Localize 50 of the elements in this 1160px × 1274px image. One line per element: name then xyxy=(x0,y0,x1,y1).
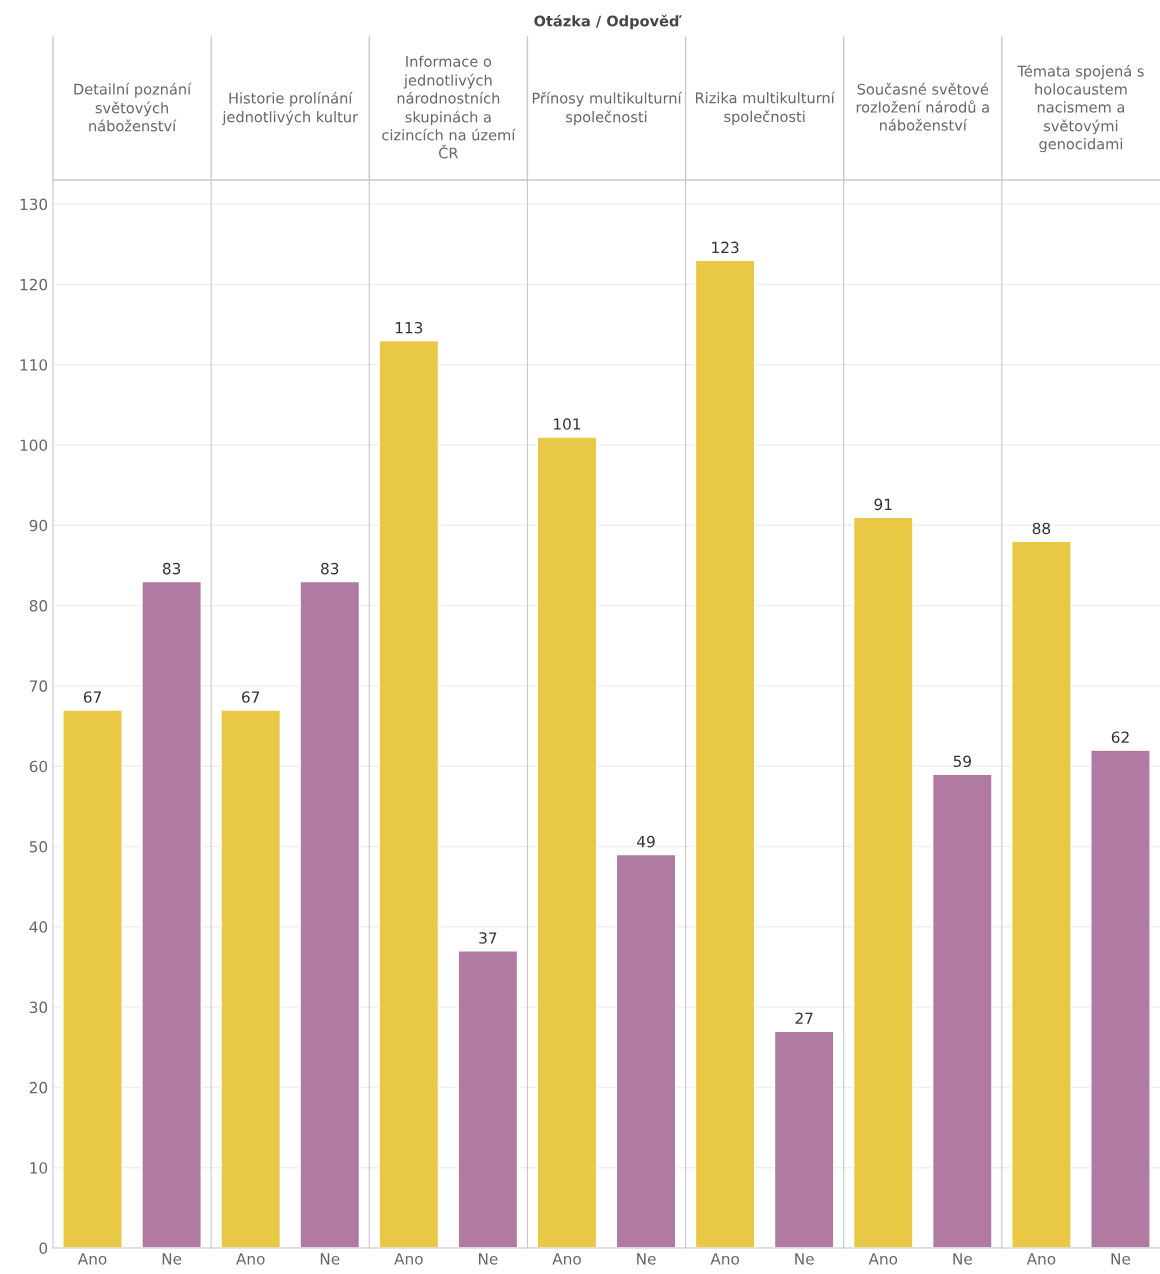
x-tick-label: Ano xyxy=(236,1253,265,1265)
data-label: 88 xyxy=(1032,522,1051,535)
data-label: 59 xyxy=(953,755,971,768)
y-tick-label: 30 xyxy=(29,1001,48,1014)
x-tick-label: Ne xyxy=(162,1253,182,1265)
y-tick-label: 90 xyxy=(29,519,48,532)
x-tick-label: Ne xyxy=(953,1253,972,1265)
data-label: 37 xyxy=(479,932,497,944)
x-tick-label: Ne xyxy=(478,1253,498,1265)
data-label: 67 xyxy=(242,691,260,703)
y-tick-label: 110 xyxy=(20,359,48,371)
x-tick-label: Ne xyxy=(795,1253,814,1265)
y-tick-label: 0 xyxy=(39,1242,48,1255)
y-tick-label: 40 xyxy=(29,921,48,933)
chart-title: Historie prolínání jednotlivých kultur xyxy=(222,91,359,126)
data-label: 83 xyxy=(321,562,339,575)
data-label: 49 xyxy=(637,835,655,848)
y-tick-label: 70 xyxy=(29,680,48,692)
y-tick-label: 100 xyxy=(20,439,48,452)
x-tick-label: Ano xyxy=(552,1253,581,1265)
chart-title: Současné světové rozložení národů a náboženství xyxy=(856,82,989,131)
data-label: 83 xyxy=(162,562,181,575)
data-label: 67 xyxy=(83,691,101,703)
data-label: 27 xyxy=(795,1012,813,1024)
chart-title: Informace o jednotlivých národnostních skupinách a cizincích na území ČR xyxy=(382,55,516,159)
y-tick-label: 20 xyxy=(29,1081,48,1094)
chart-title: Detailní poznání světových náboženství xyxy=(74,82,192,132)
x-tick-label: Ano xyxy=(710,1253,740,1265)
x-tick-label: Ne xyxy=(1111,1253,1131,1265)
data-label: 123 xyxy=(712,241,739,254)
chart-title: Rizika multikulturní společnosti xyxy=(695,91,836,125)
data-label: 91 xyxy=(874,498,892,511)
y-tick-label: 120 xyxy=(20,278,48,291)
x-tick-label: Ano xyxy=(77,1253,107,1265)
y-tick-label: 80 xyxy=(29,600,48,612)
y-tick-label: 130 xyxy=(20,198,48,211)
chart-title: Přínosy multikulturní společnosti xyxy=(532,91,682,126)
chart-title: Témata spojená s holocaustem nacismem a světovými genocidami xyxy=(1017,64,1144,153)
data-label: 62 xyxy=(1111,731,1129,744)
y-tick-label: 60 xyxy=(29,760,48,773)
data-label: 113 xyxy=(395,321,423,334)
data-label: 101 xyxy=(554,418,581,430)
x-tick-label: Ano xyxy=(394,1253,423,1265)
y-tick-label: 50 xyxy=(29,840,48,853)
x-tick-label: Ne xyxy=(637,1253,656,1265)
y-tick-label: 10 xyxy=(30,1162,48,1174)
x-tick-label: Ne xyxy=(320,1253,340,1265)
text: Otázka / Odpověď xyxy=(534,14,682,30)
x-tick-label: Ano xyxy=(868,1253,898,1265)
x-tick-label: Ano xyxy=(1026,1253,1056,1265)
